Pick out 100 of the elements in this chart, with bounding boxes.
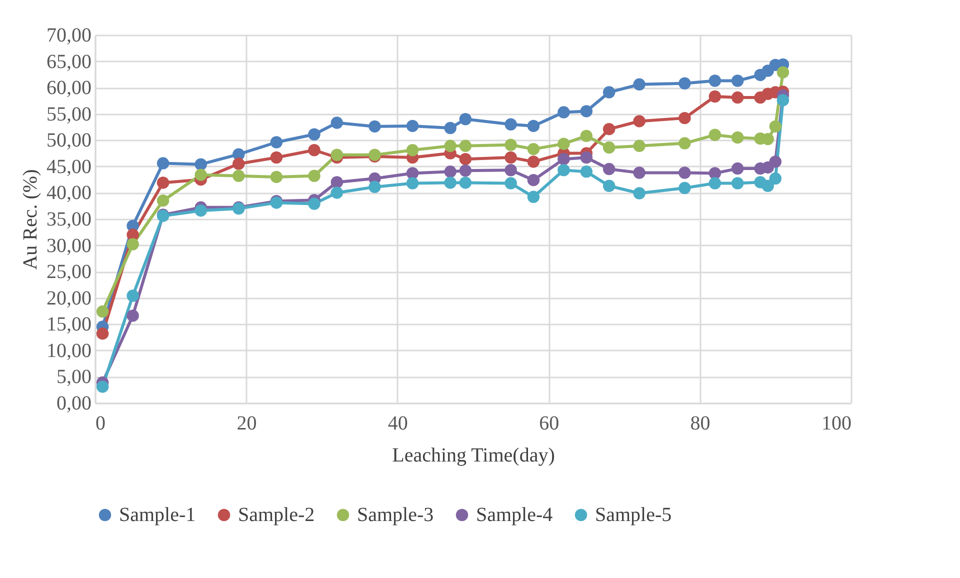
point (731, 91, 744, 104)
point (776, 66, 790, 78)
point (708, 128, 722, 141)
y-tick-label: 40,00 (46, 182, 92, 204)
point (633, 140, 646, 152)
point (126, 290, 139, 302)
point (308, 170, 320, 182)
point (769, 172, 782, 185)
y-tick-label: 10,00 (46, 340, 92, 362)
point (558, 152, 570, 166)
point (308, 144, 320, 156)
point (602, 162, 616, 176)
point (678, 182, 691, 194)
point (308, 198, 320, 210)
point (602, 180, 616, 192)
y-tick-label: 30,00 (46, 234, 92, 257)
point (762, 180, 774, 192)
point (504, 164, 517, 176)
point (444, 122, 456, 134)
y-tick-label: 45,00 (46, 156, 92, 178)
point (232, 158, 245, 170)
y-tick-label: 35,00 (46, 208, 92, 230)
point (504, 138, 517, 151)
x-axis-title: Leaching Time(day) (392, 444, 555, 466)
point (602, 122, 616, 136)
point (330, 186, 344, 199)
point (459, 164, 472, 177)
legend-label: Sample-3 (357, 504, 434, 526)
y-tick-label: 15,00 (46, 314, 92, 336)
point (527, 142, 540, 156)
point (504, 177, 517, 190)
point (580, 105, 593, 118)
point (731, 177, 744, 190)
point (368, 120, 381, 133)
point (459, 113, 472, 126)
point (678, 166, 691, 179)
point (194, 168, 207, 181)
point (731, 74, 744, 87)
point (194, 204, 207, 217)
legend-label: Sample-5 (595, 504, 672, 526)
point (602, 141, 616, 154)
point (527, 174, 540, 186)
point (776, 94, 790, 106)
point (330, 176, 344, 188)
point (527, 156, 540, 168)
point (558, 106, 570, 118)
point (580, 151, 593, 164)
point (96, 327, 109, 340)
legend-label: Sample-1 (119, 504, 196, 526)
point (368, 180, 381, 194)
y-tick-label: 70,00 (46, 24, 92, 46)
point (444, 140, 456, 152)
y-tick-label: 0,00 (56, 392, 92, 414)
y-tick-label: 65,00 (46, 50, 92, 73)
point (96, 380, 109, 393)
point (708, 90, 722, 103)
point (731, 162, 744, 175)
point (459, 140, 472, 152)
point (270, 170, 283, 184)
y-tick-label: 60,00 (46, 77, 92, 100)
point (330, 148, 344, 161)
point (731, 131, 744, 144)
point (156, 194, 170, 207)
legend-label: Sample-4 (476, 504, 553, 526)
point (459, 176, 472, 189)
point (678, 77, 691, 90)
point (330, 116, 344, 129)
point (126, 310, 139, 322)
point (708, 177, 722, 190)
point (527, 190, 540, 204)
point (678, 137, 691, 150)
x-tick-label: 60 (539, 412, 560, 434)
y-tick-label: 50,00 (46, 130, 92, 152)
point (678, 112, 691, 124)
point (769, 156, 782, 168)
x-tick-label: 20 (236, 412, 257, 434)
point (769, 120, 782, 133)
point (504, 118, 517, 130)
x-tick-label: 80 (690, 412, 710, 434)
point (633, 187, 646, 200)
point (308, 128, 320, 140)
point (580, 130, 593, 142)
point (633, 166, 646, 179)
point (232, 170, 245, 182)
point (558, 138, 570, 150)
point (406, 177, 419, 190)
x-tick-label: 100 (822, 412, 852, 434)
point (444, 176, 456, 189)
y-tick-label: 25,00 (46, 261, 92, 284)
point (270, 136, 283, 148)
point (96, 305, 109, 318)
point (270, 151, 283, 164)
legend-label: Sample-2 (238, 504, 315, 526)
point (504, 151, 517, 164)
y-tick-label: 55,00 (46, 103, 92, 126)
point (406, 120, 419, 132)
point (406, 144, 419, 156)
point (156, 176, 170, 189)
point (459, 152, 472, 166)
point (558, 164, 570, 176)
